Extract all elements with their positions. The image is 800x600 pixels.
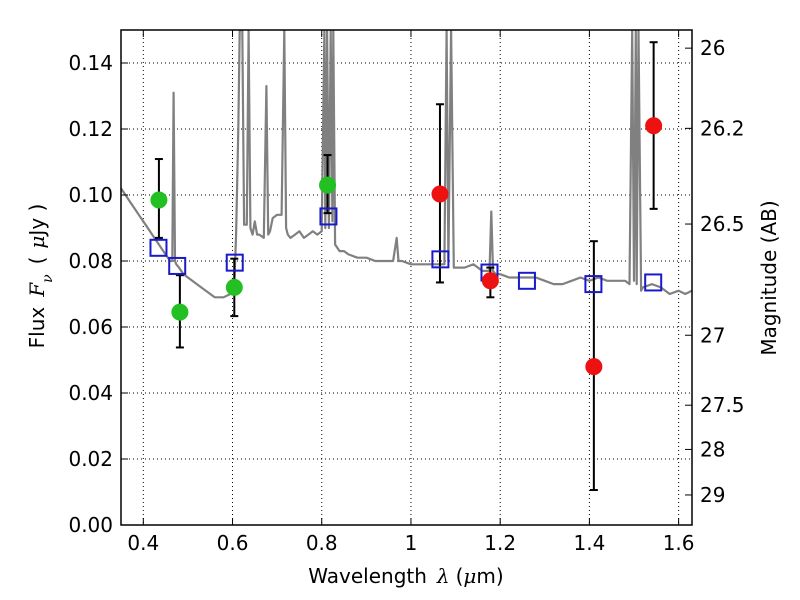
x-tick-label: 0.6 — [217, 531, 249, 555]
y-tick-label: 0.14 — [68, 51, 113, 75]
x-tick-labels: 0.4 0.6 0.8 1 1.2 1.4 1.6 — [127, 531, 694, 555]
x-tick-label: 1 — [405, 531, 418, 555]
magnitude-tick-labels: 26 26.2 26.5 27 27.5 28 29 — [700, 36, 745, 507]
y-tick-label: 0.10 — [68, 183, 113, 207]
x-tick-label: 1.2 — [484, 531, 516, 555]
photometry-red-point — [431, 185, 449, 203]
magnitude-tick-label: 26 — [700, 36, 725, 60]
model-point — [431, 250, 450, 269]
grid-layer — [121, 30, 692, 525]
y-tick-labels: 0.00 0.02 0.04 0.06 0.08 0.10 0.12 0.14 — [68, 51, 113, 537]
y-tick-label: 0.06 — [68, 315, 113, 339]
y-tick-label: 0.00 — [68, 513, 113, 537]
magnitude-tick-label: 26.5 — [700, 212, 745, 236]
photometry-red-point — [645, 117, 663, 135]
photometry-red-point — [585, 358, 603, 376]
photometry-green-point — [225, 278, 243, 296]
y-tick-label: 0.12 — [68, 117, 113, 141]
axes-layer — [120, 29, 693, 526]
y-tick-label: 0.02 — [68, 447, 113, 471]
model-point — [149, 238, 168, 257]
model-point — [584, 275, 603, 294]
magnitude-tick-label: 27 — [700, 323, 725, 347]
spectrum-layer — [121, 30, 692, 299]
model-point — [225, 253, 244, 272]
y-tick-label: 0.08 — [68, 249, 113, 273]
model-point — [319, 207, 338, 226]
model-point — [517, 271, 536, 290]
plot-frame — [120, 29, 693, 526]
photometry-red-point — [481, 272, 499, 290]
x-tick-label: 0.4 — [127, 531, 159, 555]
y-tick-label: 0.04 — [68, 381, 113, 405]
x-tick-label: 1.6 — [663, 531, 695, 555]
magnitude-axis-label: Magnitude (AB) — [757, 200, 781, 355]
x-tick-label: 1.4 — [573, 531, 605, 555]
model-point — [168, 256, 187, 275]
x-axis-label: Wavelength λ (μm) — [308, 564, 503, 588]
points-layer — [149, 117, 663, 376]
magnitude-tick-label: 29 — [700, 483, 725, 507]
photometry-green-point — [150, 191, 168, 209]
magnitude-tick-label: 27.5 — [700, 393, 745, 417]
photometry-green-point — [319, 176, 337, 194]
x-tick-label: 0.8 — [306, 531, 338, 555]
spectrum-line — [121, 30, 692, 299]
magnitude-tick-label: 26.2 — [700, 116, 745, 140]
y-axis-label: FluxFν(μJy ) — [25, 204, 56, 349]
magnitude-tick-label: 28 — [700, 437, 725, 461]
photometry-green-point — [171, 303, 189, 321]
model-point — [644, 273, 663, 292]
errorbar-layer — [154, 41, 658, 492]
